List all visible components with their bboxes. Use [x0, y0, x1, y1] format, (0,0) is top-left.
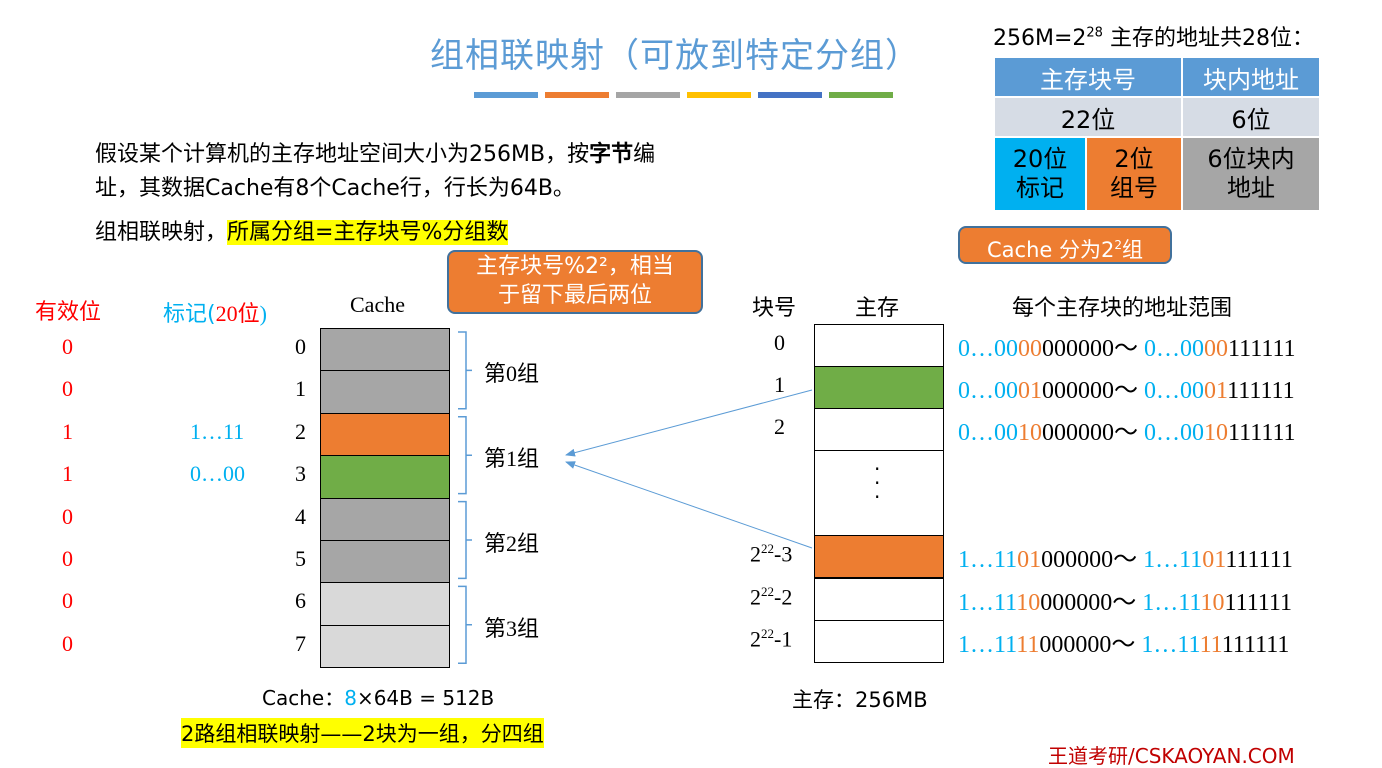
title-bar-segment — [687, 92, 751, 98]
valid-bit: 1 — [62, 461, 73, 487]
cache-line-index: 0 — [295, 334, 306, 359]
cache-line-index: 3 — [295, 461, 306, 487]
address-range: 1…1111000000～ 1…1111111111 — [958, 632, 1290, 658]
group-label: 第1组 — [484, 446, 540, 472]
address-range: 0…0010000000～ 0…0010111111 — [958, 420, 1296, 446]
address-heading: 256M=228 主存的地址共28位： — [993, 20, 1314, 52]
cache-line-index: 5 — [295, 546, 306, 571]
block-number: 1 — [774, 372, 785, 397]
block-number: 0 — [774, 330, 785, 355]
title-bar-segment — [616, 92, 680, 98]
rule-line: 组相联映射，所属分组=主存块号%分组数 — [95, 214, 509, 246]
header-block-number: 主存块号 — [993, 56, 1183, 98]
block-number: 222-1 — [750, 626, 793, 652]
group-label: 第2组 — [484, 531, 540, 556]
cache-line — [320, 412, 450, 457]
cache-line — [320, 497, 450, 541]
rule-prefix: 组相联映射， — [95, 220, 228, 245]
field-group: 2位 组号 — [1085, 136, 1183, 212]
memory-block — [814, 324, 944, 367]
cache-size: Cache：8×64B = 512B — [262, 686, 495, 710]
address-range: 1…1110000000～ 1…1110111111 — [958, 590, 1293, 616]
group-bracket — [458, 416, 472, 495]
label-tag: 标记(20位) — [163, 301, 267, 327]
field-tag: 20位 标记 — [993, 136, 1087, 212]
summary: 2路组相联映射——2块为一组，分四组 — [181, 718, 544, 748]
cache-line — [320, 624, 450, 669]
block-number: 222-2 — [750, 584, 793, 610]
callout-line: 主存块号%2²，相当 — [476, 254, 674, 279]
intro-text: 编 — [633, 142, 656, 167]
cache-line — [320, 540, 450, 584]
arrow-block1-to-group1 — [565, 389, 813, 457]
memory-block — [814, 535, 944, 578]
valid-bit: 0 — [62, 588, 73, 614]
callout-mod: 主存块号%2²，相当 于留下最后两位 — [447, 250, 703, 314]
callout-line: 于留下最后两位 — [497, 283, 652, 308]
address-range: 1…1101000000～ 1…1101111111 — [958, 547, 1293, 573]
cache-line-index: 6 — [295, 588, 306, 614]
block-number: 222-3 — [750, 541, 793, 567]
cache-line-index: 4 — [295, 503, 306, 529]
intro-line2: 址，其数据Cache有8个Cache行，行长为64B。 — [95, 176, 575, 201]
label-valid: 有效位 — [35, 300, 102, 325]
memory-block — [814, 620, 944, 663]
intro-line1: 假设某个计算机的主存地址空间大小为256MB，按字节编 — [95, 136, 655, 168]
group-bracket — [458, 331, 472, 410]
address-range: 0…0001000000～ 0…0001111111 — [958, 378, 1295, 404]
valid-bit: 0 — [62, 334, 73, 359]
cache-line-index: 1 — [295, 376, 306, 402]
valid-bit: 1 — [62, 418, 73, 444]
address-format-table: 主存块号 块内地址 22位 6位 20位 标记 2位 组号 6位块内 地址 — [993, 56, 1321, 212]
tag-value: 0…00 — [190, 461, 245, 487]
valid-bit: 0 — [62, 503, 73, 529]
arrow-block-to-group1 — [565, 461, 813, 549]
header-block-offset: 块内地址 — [1181, 56, 1321, 98]
slide-title: 组相联映射（可放到特定分组） — [430, 36, 920, 76]
valid-bit: 0 — [62, 376, 73, 402]
valid-bit: 0 — [62, 546, 73, 571]
field-offset: 6位块内 地址 — [1181, 136, 1321, 212]
label-range: 每个主存块的地址范围 — [1012, 296, 1233, 321]
rule-highlight: 所属分组=主存块号%分组数 — [227, 220, 509, 245]
intro-text: 假设某个计算机的主存地址空间大小为256MB，按 — [95, 142, 590, 167]
block-number: 2 — [774, 414, 785, 439]
label-memory: 主存 — [855, 296, 900, 321]
label-block-number: 块号 — [752, 296, 797, 321]
memory-gap — [814, 450, 944, 536]
tag-value: 1…11 — [190, 418, 245, 444]
bits-offset: 6位 — [1181, 96, 1321, 138]
memory-size: 主存：256MB — [792, 688, 928, 712]
cache-line-index: 7 — [295, 630, 306, 656]
title-bar-segment — [545, 92, 609, 98]
title-bar-segment — [829, 92, 893, 98]
footer-brand: 王道考研/CSKAOYAN.COM — [1048, 744, 1295, 768]
cache-line — [320, 582, 450, 626]
ellipsis-dots: · · · — [874, 457, 881, 509]
valid-bit: 0 — [62, 630, 73, 656]
group-label: 第3组 — [484, 615, 540, 641]
heading-sup: 28 — [1086, 25, 1103, 41]
group-bracket — [458, 585, 472, 664]
address-range: 0…0000000000～ 0…0000111111 — [958, 336, 1296, 362]
heading-text: 主存的地址共28位： — [1102, 26, 1314, 51]
memory-block — [814, 578, 944, 621]
group-label: 第0组 — [484, 361, 540, 387]
group-bracket — [458, 500, 472, 580]
title-bar-segment — [474, 92, 538, 98]
callout-groups: Cache 分为22组 — [958, 226, 1172, 264]
title-bar-segment — [758, 92, 822, 98]
cache-line-index: 2 — [295, 418, 306, 444]
heading-text: 256M=2 — [993, 26, 1087, 51]
bits-block-number: 22位 — [993, 96, 1183, 138]
intro-bold: 字节 — [589, 142, 634, 167]
label-cache: Cache — [350, 292, 405, 317]
memory-block — [814, 408, 944, 451]
